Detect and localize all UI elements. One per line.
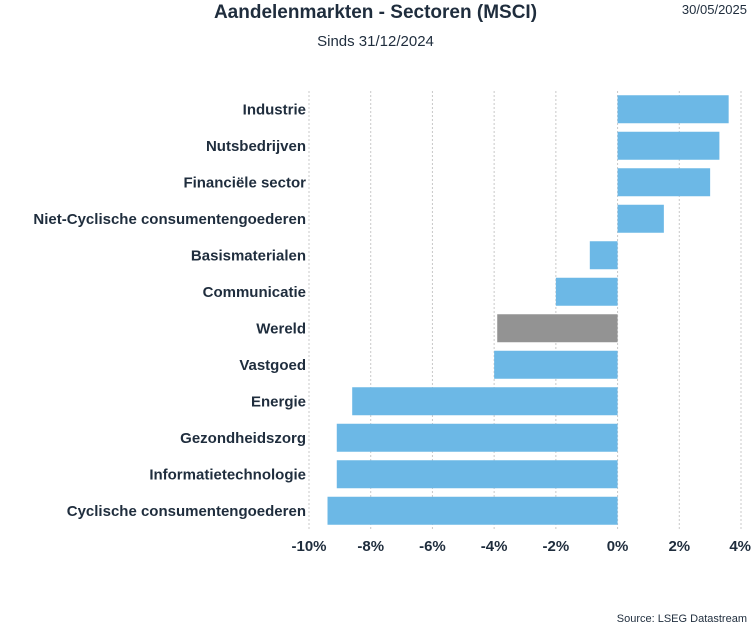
bar [589,241,618,270]
tick-label: -2% [543,538,570,555]
category-label: Financiële sector [183,174,306,191]
category-label: Basismaterialen [191,247,306,264]
date-stamp: 30/05/2025 [681,2,747,17]
bars [327,95,729,525]
category-label: Communicatie [203,284,306,301]
category-label: Energie [251,393,306,410]
source-note: Source: LSEG Datastream [616,613,747,625]
tick-label: 2% [668,538,690,555]
category-label: Informatietechnologie [149,466,306,483]
tick-labels: -10% -8% -6% -4% -2% 0% 2% 4% [291,538,751,555]
bar [497,314,618,343]
tick-label: -10% [291,538,326,555]
category-label: Vastgoed [239,357,306,374]
bar [352,387,618,416]
grid-lines [308,91,742,529]
category-label: Industrie [243,101,306,118]
chart-title: Aandelenmarkten - Sectoren (MSCI) [213,2,538,23]
bar [617,95,729,124]
bar [555,277,618,306]
bar [327,496,618,525]
tick-label: -6% [419,538,446,555]
bar [494,350,618,379]
bar [336,460,618,489]
category-label: Gezondheidszorg [180,430,306,447]
bar [336,423,618,452]
tick-label: 4% [729,538,751,555]
bar [617,168,711,197]
category-label: Cyclische consumentengoederen [67,503,306,520]
category-label: Nutsbedrijven [206,138,306,155]
chart-subtitle: Sinds 31/12/2024 [317,33,434,50]
tick-label: 0% [607,538,629,555]
tick-label: -8% [357,538,384,555]
category-labels: Industrie Nutsbedrijven Financiële sector N… [33,101,306,520]
category-label: Wereld [256,320,306,337]
bar [617,204,664,233]
bar [617,131,720,160]
tick-label: -4% [481,538,508,555]
category-label: Niet-Cyclische consumentengoederen [33,211,306,228]
